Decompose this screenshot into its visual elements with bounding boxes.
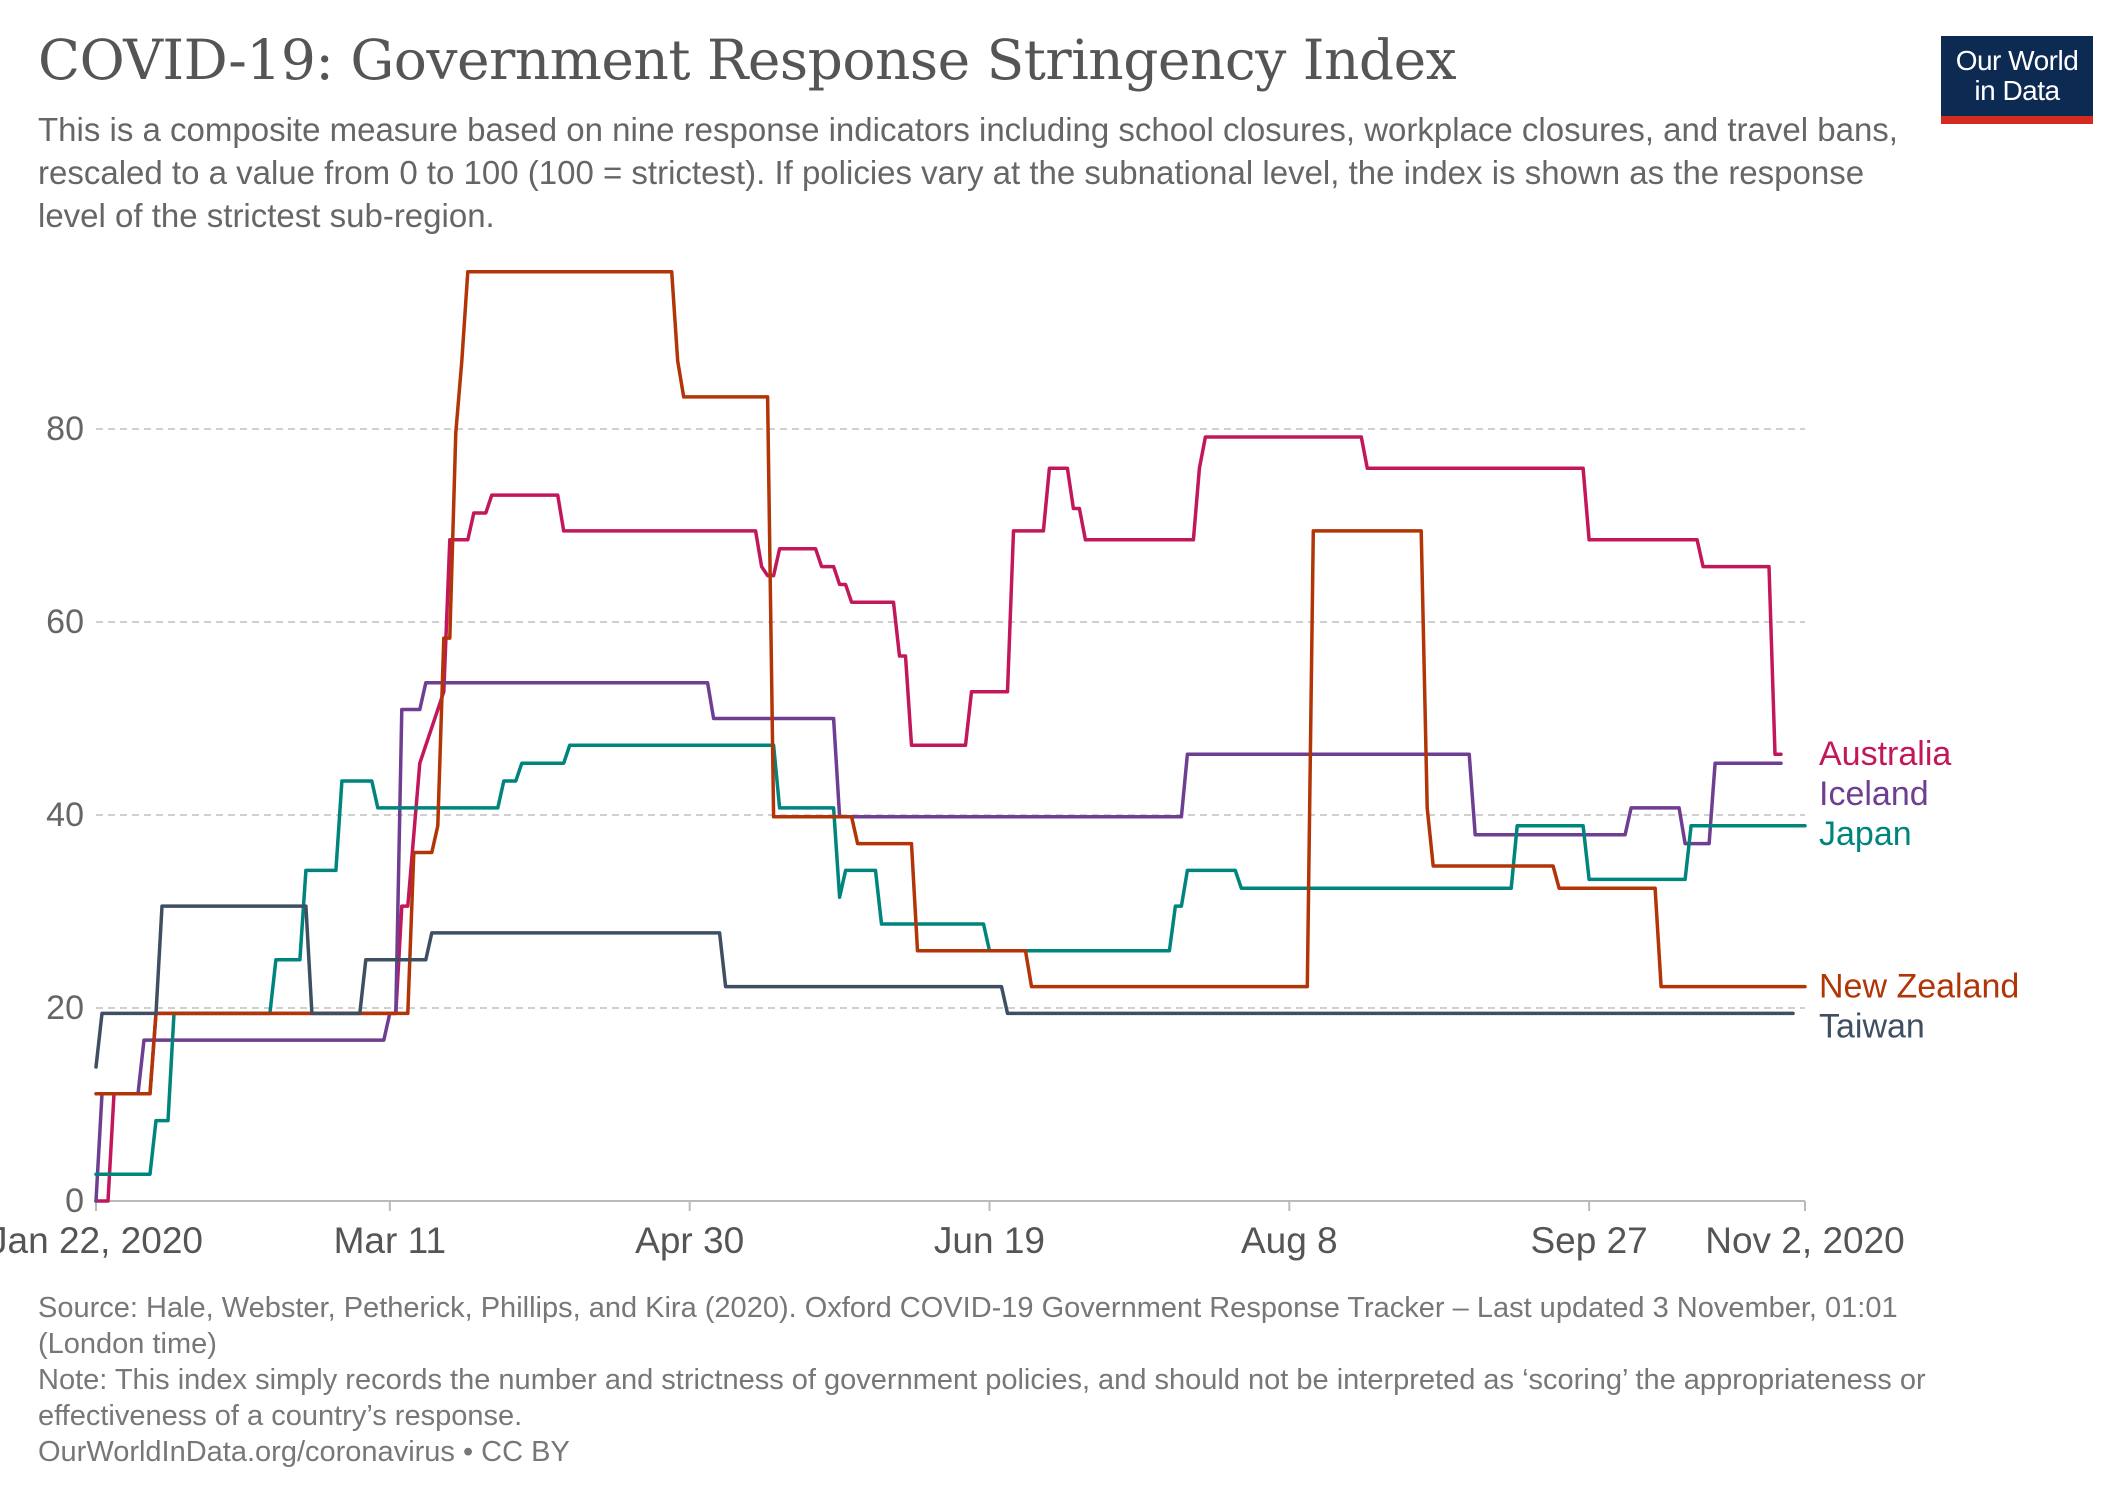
series-line-australia[interactable] [94, 435, 1783, 1203]
series-label-japan[interactable]: Japan [1819, 815, 1912, 853]
series-lines [94, 269, 1807, 1203]
x-tick-label-3: Jun 19 [934, 1220, 1045, 1261]
x-axis: Jan 22, 2020 Mar 11 Apr 30 Jun 19 Aug 8 Sep 2… [0, 1200, 1905, 1261]
y-tick-label-80: 80 [46, 410, 84, 448]
chart-subtitle: This is a composite measure based on nin… [38, 111, 1898, 234]
x-tick-label-1: Mar 11 [334, 1220, 446, 1261]
credit-link[interactable]: OurWorldInData.org/coronavirus • CC BY [38, 1436, 570, 1468]
source-text: Source: Hale, Webster, Petherick, Philli… [38, 1292, 1898, 1360]
series-line-taiwan[interactable] [94, 904, 1795, 1069]
y-tick-label-20: 20 [46, 989, 84, 1027]
series-label-taiwan[interactable]: Taiwan [1819, 1008, 1925, 1046]
x-tick-label-2: Apr 30 [635, 1220, 744, 1261]
series-line-new-zealand[interactable] [94, 269, 1807, 1096]
gridlines [96, 428, 1805, 1009]
x-tick-label-6: Nov 2, 2020 [1705, 1220, 1905, 1261]
y-tick-label-0: 0 [65, 1182, 84, 1220]
x-tick-label-0: Jan 22, 2020 [0, 1220, 203, 1261]
series-label-australia[interactable]: Australia [1819, 735, 1951, 773]
chart-footer: Source: Hale, Webster, Petherick, Philli… [38, 1290, 1998, 1470]
note-text: Note: This index simply records the numb… [38, 1364, 1926, 1432]
y-tick-label-40: 40 [46, 796, 84, 834]
y-axis-ticks: 0 20 40 60 80 [46, 410, 84, 1220]
owid-logo[interactable]: Our World in Data [1941, 36, 2093, 124]
x-tick-label-4: Aug 8 [1241, 1220, 1338, 1261]
series-line-iceland[interactable] [94, 681, 1783, 1203]
x-tick-label-5: Sep 27 [1530, 1220, 1647, 1261]
series-line-japan[interactable] [94, 743, 1807, 1176]
series-label-iceland[interactable]: Iceland [1819, 775, 1929, 813]
logo-line-2: in Data [1974, 75, 2060, 106]
logo-line-1: Our World [1955, 45, 2079, 76]
chart-title: COVID-19: Government Response Stringency… [38, 28, 1457, 92]
y-tick-label-60: 60 [46, 603, 84, 641]
series-label-new-zealand[interactable]: New Zealand [1819, 968, 2019, 1006]
